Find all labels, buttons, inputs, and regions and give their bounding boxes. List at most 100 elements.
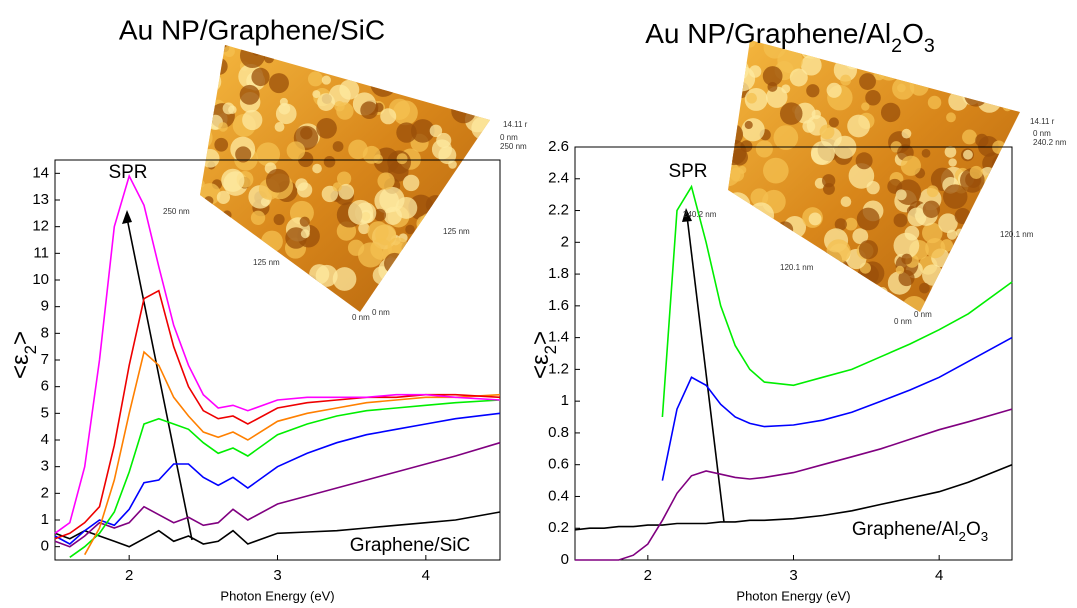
afm-grain xyxy=(240,85,260,105)
afm-grain xyxy=(756,140,773,157)
afm-grain xyxy=(867,289,885,307)
afm-grain xyxy=(827,239,851,263)
afm-grain xyxy=(312,52,322,62)
afm-grain xyxy=(300,217,310,227)
afm-grain xyxy=(896,266,904,274)
afm-grain xyxy=(1003,102,1012,111)
inset-label: 14.11 r xyxy=(1030,117,1055,126)
afm-grain xyxy=(313,305,325,317)
afm-grain xyxy=(226,265,251,290)
afm-grain xyxy=(201,149,220,168)
afm-grain xyxy=(763,158,789,184)
afm-grain xyxy=(251,68,269,86)
afm-grain xyxy=(774,125,799,150)
afm-grain xyxy=(440,247,463,270)
afm-grain xyxy=(833,282,844,293)
afm-grain xyxy=(861,102,869,110)
afm-grain xyxy=(476,212,492,228)
series-line xyxy=(662,338,1012,481)
afm-grain xyxy=(806,84,819,97)
afm-grain xyxy=(975,36,985,46)
afm-grain xyxy=(736,220,757,241)
inset-label: 0 nm xyxy=(1033,129,1051,138)
afm-grain xyxy=(717,194,740,217)
afm-grain xyxy=(463,51,483,71)
afm-grain xyxy=(827,83,842,98)
afm-grain xyxy=(455,169,477,191)
y-tick-label: 13 xyxy=(32,191,49,208)
inset-label: 0 nm xyxy=(894,317,912,326)
y-tick-label: 4 xyxy=(41,431,49,448)
y-axis-label-part: <ε xyxy=(527,354,554,379)
afm-grain xyxy=(738,219,760,241)
afm-grain xyxy=(948,91,968,111)
afm-grain xyxy=(922,264,943,285)
afm-grain xyxy=(214,138,228,152)
afm-grain xyxy=(959,70,971,82)
chart-title-part: 2 xyxy=(891,35,902,57)
afm-grain xyxy=(191,115,211,135)
curve-label: Graphene/Al2O3 xyxy=(852,519,988,544)
afm-grain xyxy=(242,110,262,130)
x-axis-label: Photon Energy (eV) xyxy=(736,588,850,603)
y-axis-label-part: 2 xyxy=(541,345,560,354)
afm-grain xyxy=(842,291,852,301)
y-tick-label: 1.8 xyxy=(548,265,569,282)
afm-grain xyxy=(969,279,995,305)
y-tick-label: 2.6 xyxy=(548,138,569,155)
afm-grain xyxy=(196,278,215,297)
afm-grain xyxy=(251,211,265,225)
afm-grain xyxy=(460,305,479,324)
afm-grain xyxy=(397,153,408,164)
afm-grain xyxy=(992,156,1008,172)
afm-grain xyxy=(975,134,988,147)
afm-grain xyxy=(982,291,1001,310)
afm-grain xyxy=(922,149,931,158)
afm-grain xyxy=(809,212,822,225)
afm-grain xyxy=(978,229,998,249)
afm-grain xyxy=(966,71,989,94)
afm-grain xyxy=(256,142,280,166)
y-tick-label: 3 xyxy=(41,458,49,475)
afm-grain xyxy=(973,223,997,247)
afm-grain xyxy=(454,50,464,60)
afm-grain xyxy=(476,42,501,67)
arrowhead xyxy=(122,210,132,224)
afm-grain xyxy=(746,207,759,220)
inset-label: 14.11 r xyxy=(503,120,528,129)
afm-grain xyxy=(766,234,778,246)
y-axis-label-part: > xyxy=(7,331,34,345)
afm-grain xyxy=(1000,269,1025,294)
afm-grain xyxy=(947,230,957,240)
afm-grain xyxy=(721,140,746,165)
afm-grain xyxy=(962,270,981,289)
y-tick-label: 2 xyxy=(561,233,569,250)
afm-grain xyxy=(967,46,990,69)
afm-grain xyxy=(308,71,323,86)
afm-grain xyxy=(721,238,744,261)
afm-grain xyxy=(748,202,774,228)
y-tick-label: 10 xyxy=(32,271,49,288)
afm-grain xyxy=(989,170,1009,190)
afm-grain xyxy=(301,229,310,238)
afm-grain xyxy=(235,269,247,281)
afm-grain xyxy=(195,266,205,276)
afm-grain xyxy=(445,278,469,302)
afm-grain xyxy=(467,247,488,268)
afm-grain xyxy=(451,48,474,71)
afm-grain xyxy=(955,208,971,224)
afm-grain xyxy=(240,43,265,68)
inset-label: 0 nm xyxy=(500,133,518,142)
afm-grain xyxy=(336,102,353,119)
afm-grain xyxy=(746,272,765,291)
y-tick-label: 1 xyxy=(561,392,569,409)
afm-grain xyxy=(448,160,457,169)
afm-grain xyxy=(370,71,396,97)
afm-grain xyxy=(925,238,945,258)
afm-grain xyxy=(465,78,485,98)
afm-grain xyxy=(280,43,298,61)
afm-grain xyxy=(208,230,230,252)
afm-grain xyxy=(443,283,453,293)
y-axis-label-part: <ε xyxy=(7,354,34,379)
afm-grain xyxy=(348,200,373,225)
